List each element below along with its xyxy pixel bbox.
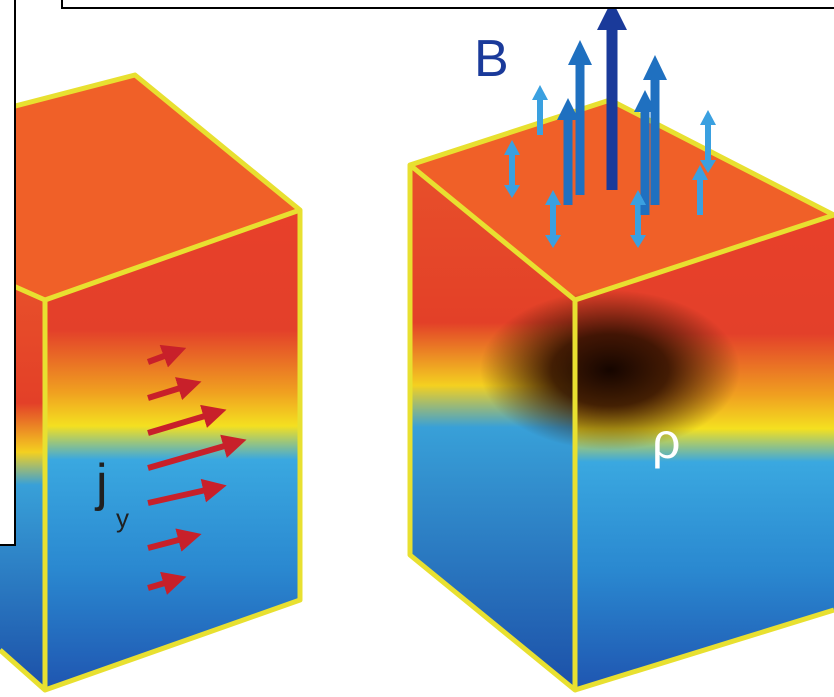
current-subscript: y bbox=[116, 503, 129, 533]
density-box: B ρ bbox=[410, 0, 834, 690]
field-label: B bbox=[474, 30, 509, 88]
overlay-panel bbox=[62, 0, 834, 8]
current-label: j bbox=[94, 454, 108, 512]
density-label: ρ bbox=[652, 413, 680, 469]
diagram: j y bbox=[0, 0, 834, 697]
overlay-panel bbox=[0, 0, 15, 545]
current-box: j y bbox=[0, 75, 300, 690]
